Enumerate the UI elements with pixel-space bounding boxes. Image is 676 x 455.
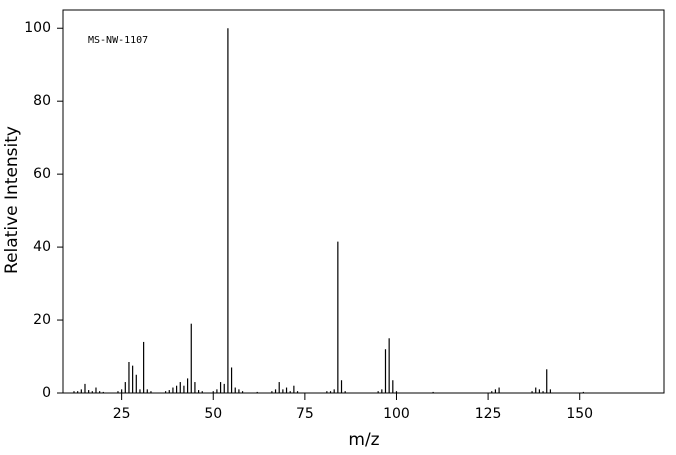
y-tick-label: 40	[33, 239, 51, 255]
x-tick-label: 25	[113, 406, 131, 422]
x-tick-label: 75	[296, 406, 314, 422]
annotation: MS-NW-1107	[88, 35, 148, 46]
y-tick-label: 20	[33, 312, 51, 328]
x-tick-label: 150	[566, 406, 593, 422]
y-tick-label: 0	[42, 385, 51, 401]
x-axis-label: m/z	[348, 430, 379, 450]
x-tick-label: 50	[204, 406, 222, 422]
x-tick-label: 125	[475, 406, 502, 422]
y-axis-label: Relative Intensity	[2, 126, 22, 274]
plot-frame	[62, 9, 665, 394]
y-tick-label: 60	[33, 166, 51, 182]
x-tick-label: 100	[383, 406, 410, 422]
y-tick-label: 80	[33, 93, 51, 109]
y-tick-label: 100	[24, 20, 51, 36]
